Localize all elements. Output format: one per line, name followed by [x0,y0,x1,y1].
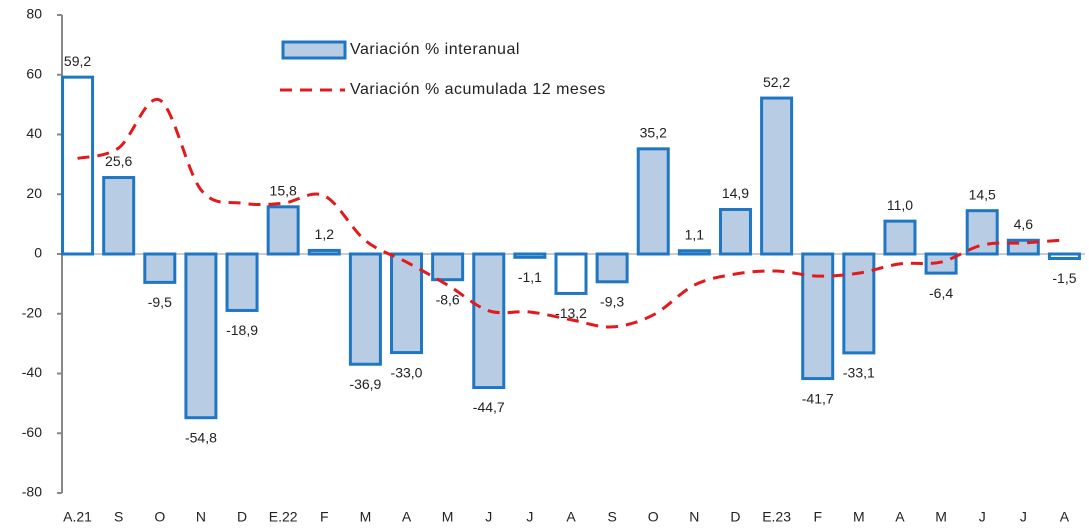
bar [472,252,506,390]
data-label: 11,0 [887,197,913,213]
x-tick-label: M [935,509,947,525]
x-tick-label: A [566,509,576,525]
x-tick-label: E.23 [762,509,791,525]
x-tick-label: A [402,509,412,525]
data-label: -44,7 [473,399,505,415]
y-tick-label: -60 [22,424,42,440]
x-tick-label: J [979,509,986,525]
data-label: -33,1 [843,365,875,381]
x-tick-label: E.22 [269,509,298,525]
data-label: 59,2 [64,53,91,69]
y-tick-label: -40 [22,364,42,380]
bar [513,252,547,259]
data-label: -1,5 [1052,270,1076,286]
y-tick-label: 20 [26,185,42,201]
data-label: -9,5 [148,294,172,310]
x-tick-label: A.21 [63,509,92,525]
bar [143,252,177,284]
data-label: 25,6 [105,153,132,169]
data-label: -6,4 [929,285,953,301]
bar [348,252,382,366]
y-tick-label: 0 [34,245,42,261]
legend-label: Variación % acumulada 12 meses [350,81,606,98]
x-tick-label: M [853,509,865,525]
data-label: 15,8 [270,183,297,199]
bar [431,252,465,282]
legend-swatch [281,40,347,60]
data-label: 14,9 [722,185,749,201]
data-label: -18,9 [226,322,258,338]
x-tick-label: A [1060,509,1070,525]
y-tick-label: 80 [26,6,42,22]
y-tick-label: 40 [26,125,42,141]
bar [390,252,424,355]
bar [718,207,752,256]
x-tick-label: F [320,509,329,525]
bar [554,252,588,295]
x-tick-label: N [196,509,206,525]
bar [61,75,95,256]
bar [677,249,711,256]
data-label: -41,7 [802,390,834,406]
x-tick-label: D [237,509,247,525]
x-tick-label: S [607,509,616,525]
x-tick-label: M [442,509,454,525]
data-label: 1,2 [315,226,335,242]
x-tick-label: S [114,509,123,525]
bar [760,96,794,256]
bar [842,252,876,355]
x-tick-label: M [360,509,372,525]
x-tick-label: O [154,509,165,525]
data-label: -9,3 [600,293,624,309]
bar [184,252,218,420]
legend-label: Variación % interanual [350,41,520,58]
bar [965,209,999,256]
data-label: 4,6 [1014,216,1034,232]
data-label: 35,2 [640,125,667,141]
x-tick-label: D [730,509,740,525]
x-tick-label: O [648,509,659,525]
bar [225,252,259,312]
bar [801,252,835,381]
bar [266,205,300,256]
data-label: -1,1 [518,269,542,285]
x-tick-label: J [485,509,492,525]
bar [636,147,670,256]
y-tick-label: -80 [22,484,42,500]
line [77,98,1065,329]
data-label: -8,6 [436,291,460,307]
data-label: -36,9 [349,376,381,392]
x-tick-label: A [895,509,905,525]
bar [307,248,341,256]
data-label: 52,2 [763,74,790,90]
y-tick-label: 60 [26,65,42,81]
bar [102,176,136,256]
bar [1047,252,1081,260]
data-label: -54,8 [185,429,217,445]
data-label: 14,5 [969,186,996,202]
data-label: -13,2 [555,305,587,321]
x-tick-label: N [689,509,699,525]
data-label: -33,0 [391,364,423,380]
data-label: 1,1 [685,226,705,242]
x-tick-label: F [813,509,822,525]
bar [595,252,629,284]
x-tick-label: J [1020,509,1027,525]
x-tick-label: J [526,509,533,525]
bar [883,219,917,256]
y-tick-label: -20 [22,304,42,320]
